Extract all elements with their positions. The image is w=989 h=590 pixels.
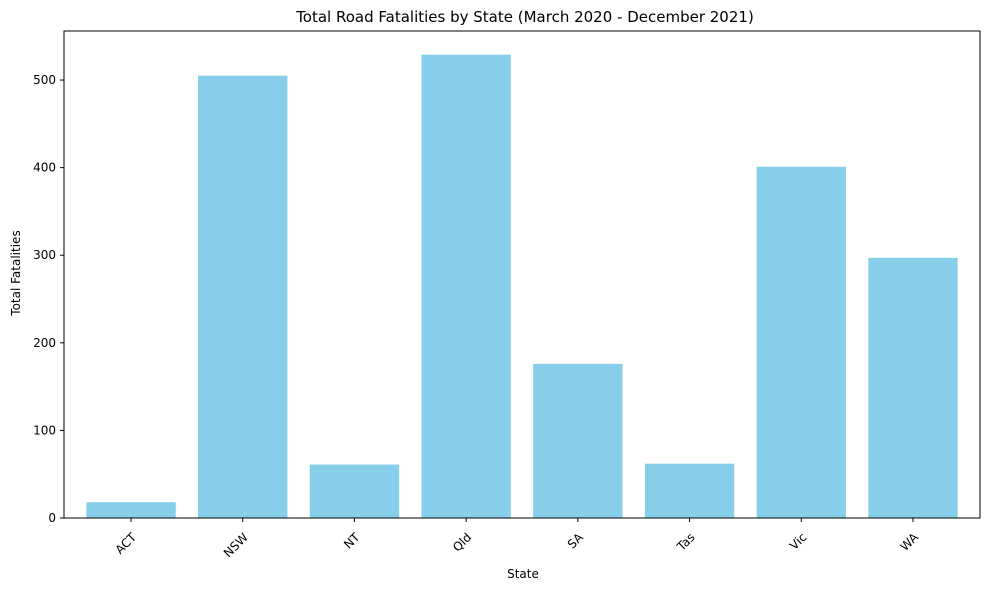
x-tick-label: NSW	[221, 530, 251, 560]
bar-sa	[533, 363, 623, 518]
bar-vic	[756, 166, 846, 518]
y-tick-label: 300	[33, 248, 56, 262]
bar-act	[86, 502, 176, 518]
y-axis-ticks: 0 100 200 300 400 500	[33, 73, 64, 525]
x-tick-label: Qld	[450, 530, 474, 554]
y-tick-label: 100	[33, 423, 56, 437]
x-tick-label: NT	[341, 530, 363, 552]
x-tick-label: SA	[565, 530, 587, 552]
bar-wa	[868, 257, 958, 518]
y-tick-label: 500	[33, 73, 56, 87]
x-axis-label: State	[507, 567, 539, 581]
chart-title: Total Road Fatalities by State (March 20…	[295, 8, 754, 26]
y-tick-label: 400	[33, 161, 56, 175]
bar-nsw	[198, 75, 288, 518]
y-tick-label: 200	[33, 336, 56, 350]
bar-nt	[309, 464, 400, 518]
y-axis-label: Total Fatalities	[9, 230, 23, 316]
x-tick-label: Tas	[674, 530, 698, 554]
bar-tas	[644, 463, 735, 518]
bar-qld	[421, 54, 511, 518]
x-tick-label: ACT	[112, 530, 139, 557]
bars-group	[86, 54, 958, 518]
x-axis-ticks: ACT NSW NT Qld SA Tas Vic WA	[112, 518, 922, 560]
x-tick-label: Vic	[787, 530, 810, 553]
x-tick-label: WA	[897, 530, 921, 554]
y-tick-label: 0	[48, 511, 56, 525]
plot-frame	[63, 30, 981, 519]
